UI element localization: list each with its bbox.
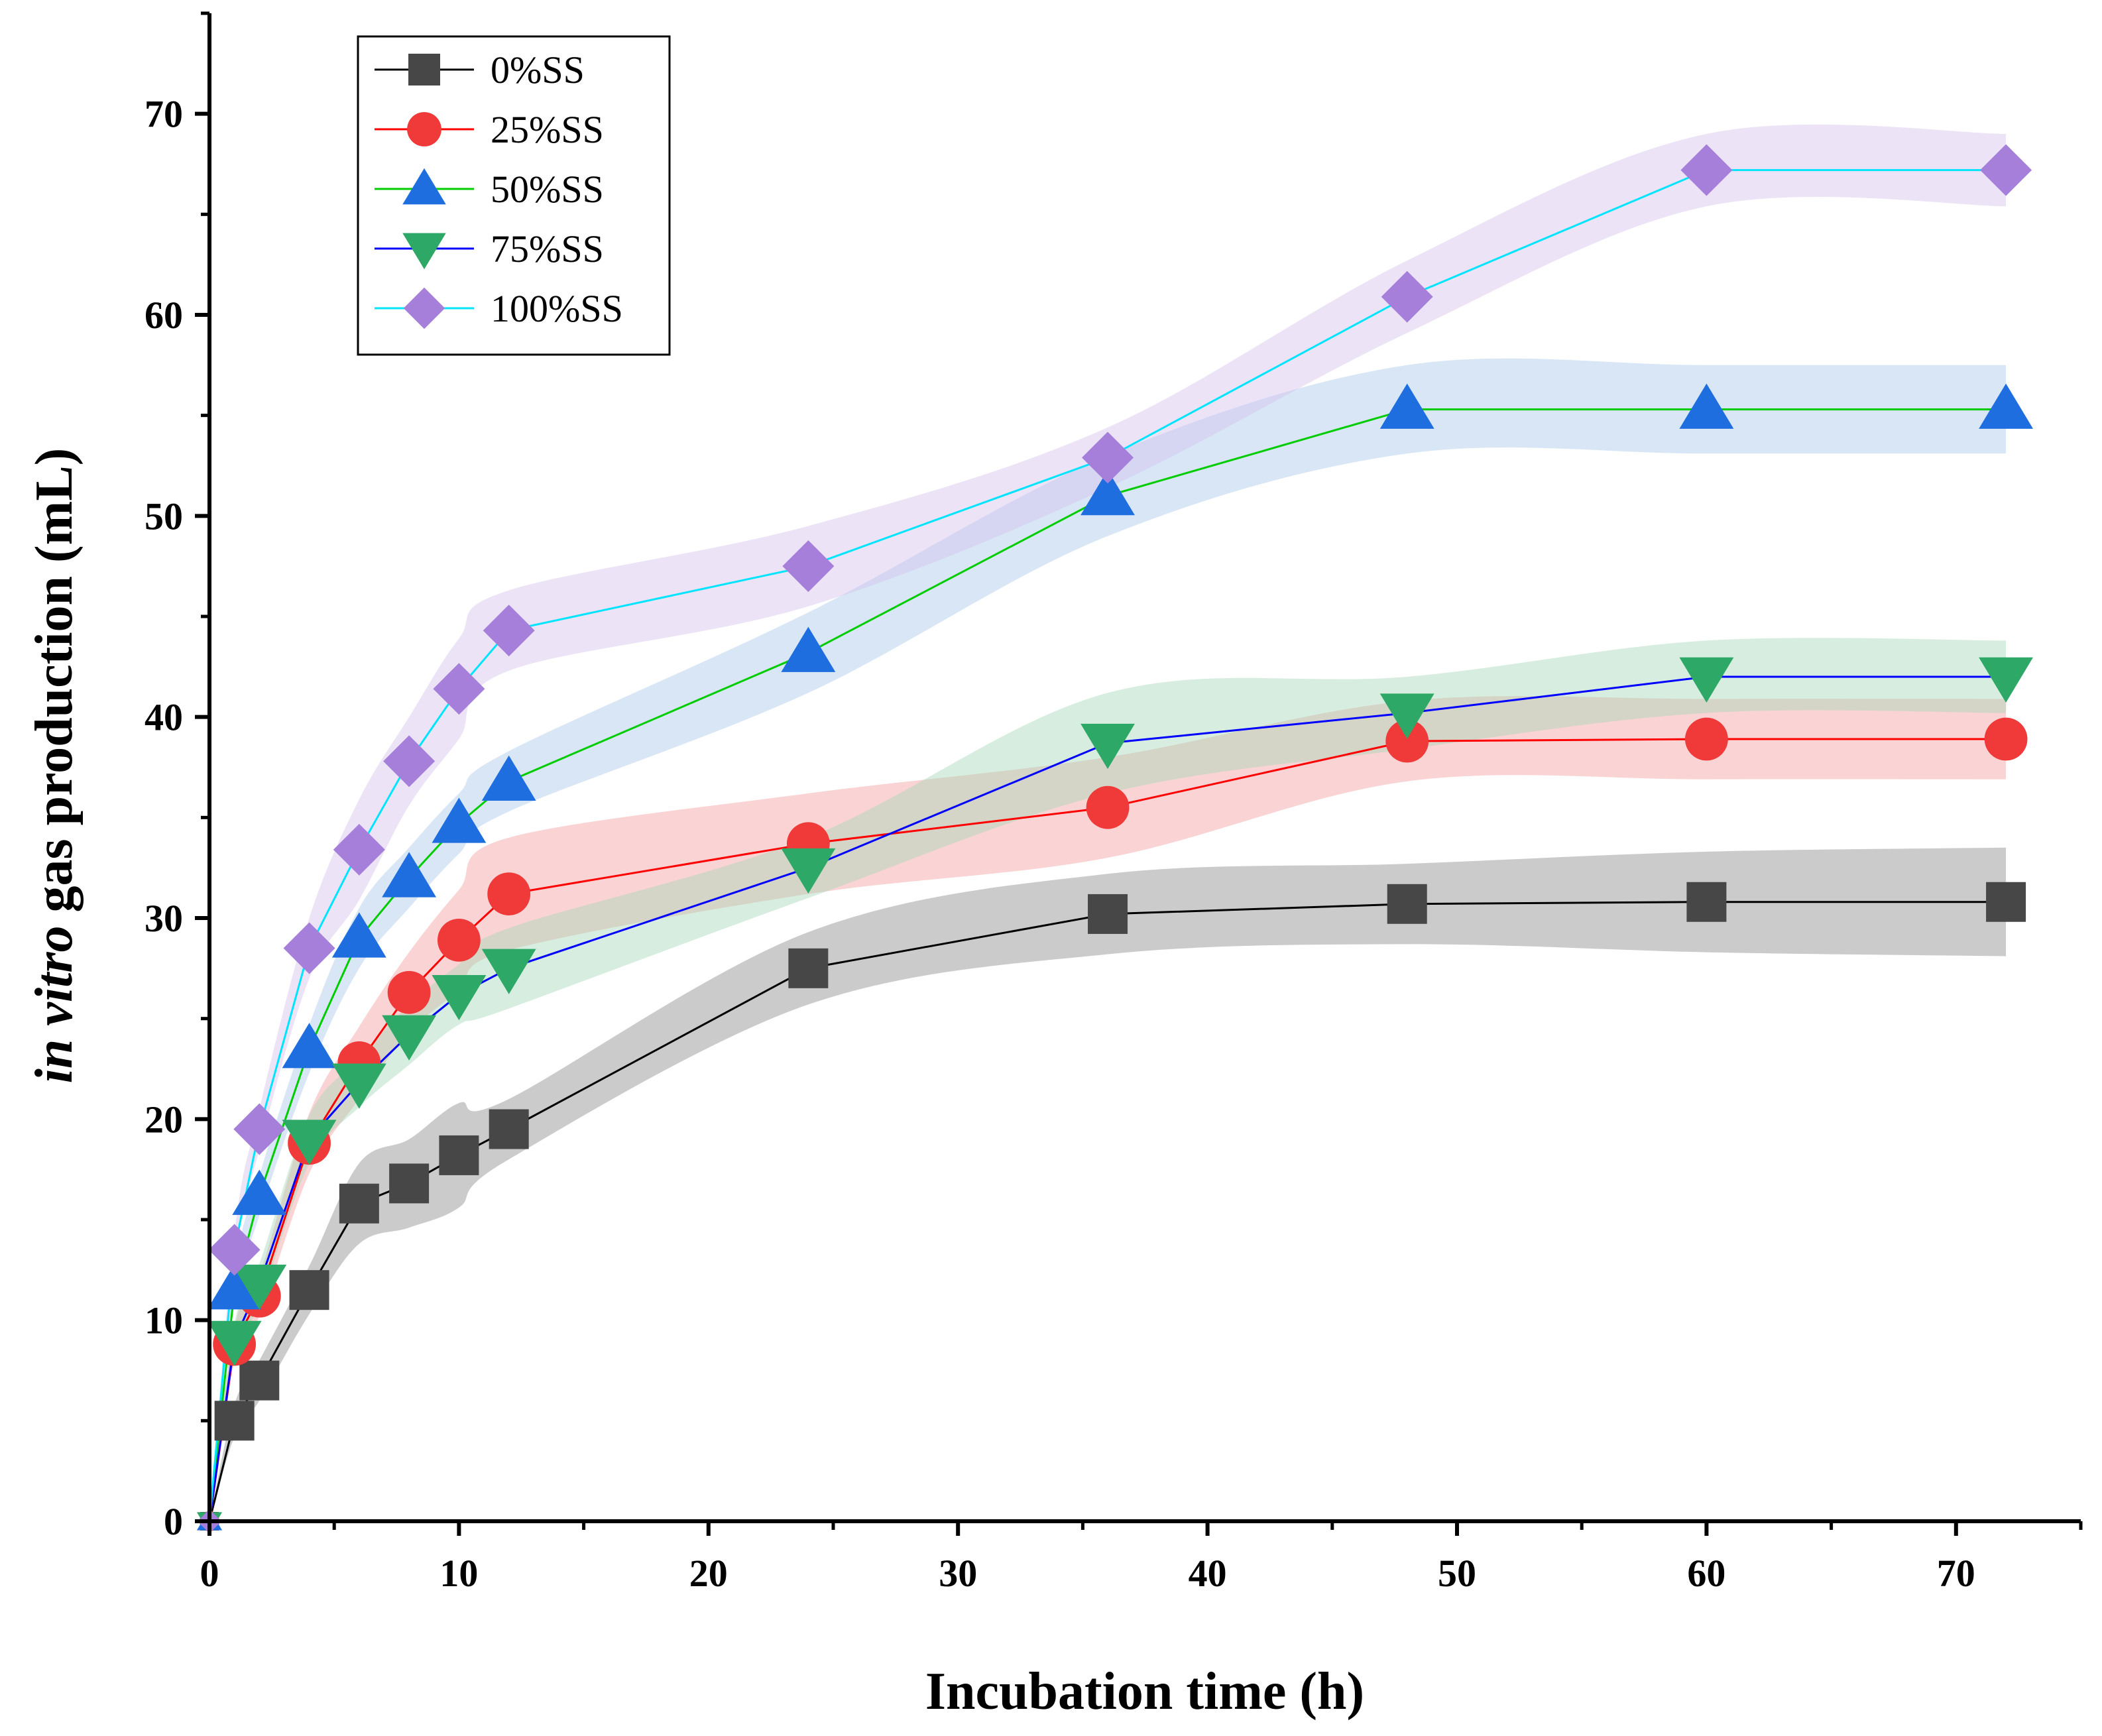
marker-100pct-ss-x10 xyxy=(433,663,485,715)
marker-50pct-ss-x6 xyxy=(331,912,386,958)
marker-75pct-ss-x24 xyxy=(781,848,836,894)
marker-0pct-ss-x10 xyxy=(439,1135,479,1175)
legend: 0%SS 25%SS 50%SS 75%SS 100%SS xyxy=(357,35,671,356)
marker-50pct-ss-x10 xyxy=(432,797,487,843)
marker-100pct-ss-x48 xyxy=(1381,270,1433,323)
marker-100pct-ss-x4 xyxy=(283,922,335,974)
y-axis-title-rest: gas production (mL) xyxy=(25,448,84,926)
marker-50pct-ss-x2 xyxy=(232,1169,287,1215)
marker-100pct-ss-x8 xyxy=(383,735,436,787)
marker-50pct-ss-x48 xyxy=(1379,383,1434,429)
x-tick-label: 40 xyxy=(1189,1552,1227,1595)
y-tick-label: 0 xyxy=(164,1500,183,1543)
series-markers xyxy=(196,144,2034,1534)
marker-100pct-ss-x36 xyxy=(1082,432,1134,484)
axes xyxy=(207,13,2081,1523)
legend-marker-75pct-ss xyxy=(402,233,446,270)
y-axis-title-italic: in vitro xyxy=(25,926,84,1084)
marker-25pct-ss-x48 xyxy=(1385,719,1429,763)
x-tick-label: 20 xyxy=(689,1552,728,1595)
legend-label-75pct-ss: 75%SS xyxy=(491,227,604,270)
marker-75pct-ss-x10 xyxy=(432,975,487,1021)
legend-label-25pct-ss: 25%SS xyxy=(491,108,604,151)
marker-50pct-ss-x4 xyxy=(282,1023,337,1069)
marker-25pct-ss-x72 xyxy=(1984,717,2028,761)
marker-25pct-ss-x12 xyxy=(487,872,531,915)
x-tick-label: 0 xyxy=(200,1552,219,1595)
marker-50pct-ss-x60 xyxy=(1679,383,1734,429)
marker-0pct-ss-x4 xyxy=(289,1270,329,1310)
legend-label-100pct-ss: 100%SS xyxy=(491,287,623,330)
x-tick-label: 10 xyxy=(439,1552,478,1595)
marker-50pct-ss-x36 xyxy=(1080,470,1135,516)
marker-0pct-ss-x60 xyxy=(1686,882,1727,922)
x-tick-label: 50 xyxy=(1438,1552,1476,1595)
marker-50pct-ss-x1 xyxy=(207,1264,262,1310)
marker-0pct-ss-x36 xyxy=(1088,894,1128,934)
x-tick-label: 30 xyxy=(939,1552,977,1595)
y-tick-label: 30 xyxy=(145,897,183,940)
marker-0pct-ss-x48 xyxy=(1387,884,1427,924)
marker-0pct-ss-x6 xyxy=(339,1183,379,1224)
marker-75pct-ss-x12 xyxy=(481,949,536,994)
y-axis-title: in vitro gas production (mL) xyxy=(25,448,84,1084)
marker-0pct-ss-x12 xyxy=(489,1109,529,1149)
marker-75pct-ss-x4 xyxy=(282,1120,337,1165)
legend-marker-25pct-ss xyxy=(407,112,441,146)
marker-75pct-ss-x60 xyxy=(1679,657,1734,703)
marker-100pct-ss-x6 xyxy=(333,823,385,876)
marker-0pct-ss-x2 xyxy=(239,1360,280,1401)
band-0pct-ss xyxy=(209,847,2007,1521)
marker-25pct-ss-x8 xyxy=(387,970,431,1014)
marker-75pct-ss-x2 xyxy=(232,1264,287,1310)
legend-marker-50pct-ss xyxy=(402,168,446,205)
marker-75pct-ss-x1 xyxy=(207,1320,262,1366)
legend-marker-100pct-ss xyxy=(403,287,445,329)
y-tick-label: 40 xyxy=(145,696,183,739)
marker-25pct-ss-x10 xyxy=(438,918,481,962)
marker-100pct-ss-x72 xyxy=(1980,144,2032,196)
marker-75pct-ss-x6 xyxy=(331,1063,386,1109)
legend-label-0pct-ss: 0%SS xyxy=(491,48,585,91)
marker-75pct-ss-x36 xyxy=(1080,723,1135,770)
marker-75pct-ss-x72 xyxy=(1979,657,2034,703)
y-tick-label: 60 xyxy=(145,294,183,337)
axis-ticks: 0 10 20 30 40 50 60 70 0 10 20 30 40 50 60 70 xyxy=(145,11,2083,1595)
x-axis-title: Incubation time (h) xyxy=(925,1662,1364,1721)
marker-0pct-ss-x24 xyxy=(788,948,829,988)
marker-50pct-ss-x72 xyxy=(1979,383,2034,429)
marker-100pct-ss-x1 xyxy=(208,1224,261,1276)
marker-0pct-ss-x8 xyxy=(389,1163,430,1204)
marker-25pct-ss-x36 xyxy=(1086,785,1130,829)
marker-75pct-ss-x8 xyxy=(382,1015,437,1061)
y-tick-label: 10 xyxy=(145,1299,183,1342)
y-tick-label: 20 xyxy=(145,1098,183,1141)
marker-100pct-ss-x2 xyxy=(233,1103,286,1155)
marker-100pct-ss-x24 xyxy=(782,540,835,593)
marker-0pct-ss-x72 xyxy=(1986,882,2026,922)
marker-50pct-ss-x24 xyxy=(781,626,836,672)
confidence-bands xyxy=(209,124,2007,1521)
legend-marker-0pct-ss xyxy=(408,54,440,86)
x-tick-label: 60 xyxy=(1687,1552,1725,1595)
marker-50pct-ss-x8 xyxy=(382,852,437,897)
marker-50pct-ss-x12 xyxy=(481,755,536,801)
legend-label-50pct-ss: 50%SS xyxy=(491,168,604,211)
x-tick-label: 70 xyxy=(1937,1552,1975,1595)
marker-75pct-ss-x48 xyxy=(1379,693,1434,739)
marker-0pct-ss-x1 xyxy=(214,1401,255,1441)
band-25pct-ss xyxy=(209,696,2007,1521)
marker-100pct-ss-x60 xyxy=(1680,144,1733,196)
marker-100pct-ss-x12 xyxy=(483,605,535,657)
y-tick-label: 70 xyxy=(145,93,183,136)
y-tick-label: 50 xyxy=(145,494,183,538)
marker-25pct-ss-x60 xyxy=(1685,717,1728,761)
